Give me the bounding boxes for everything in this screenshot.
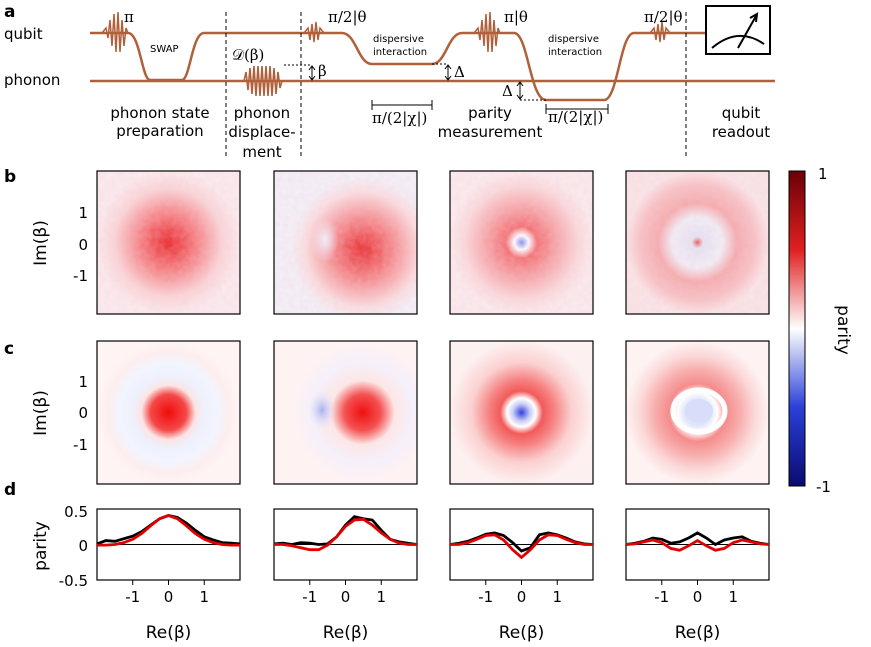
map-c-4 [626, 341, 769, 484]
displacement-op-label: 𝒟(β) [232, 46, 264, 64]
map-c-1 [97, 341, 240, 484]
x-tick-label: 0 [341, 588, 351, 606]
wait-label-1: π/(2|χ|) [372, 109, 427, 127]
x-tick-label: 1 [552, 588, 562, 606]
x-tick-label: -1 [302, 588, 317, 606]
dispersive-1-line2: interaction [373, 47, 427, 58]
experiment-line [625, 531, 770, 547]
panel-letter-b: b [4, 167, 16, 187]
delta-arrow-1 [444, 64, 452, 81]
b-ytick-m1: -1 [73, 267, 88, 285]
b-im-label: Im(β) [31, 220, 51, 266]
stage-2-line1: phonon [234, 104, 290, 122]
delta-mark-1: Δ [454, 63, 465, 81]
stage-2-line3: ment [242, 143, 281, 161]
wait-label-2: π/(2|χ|) [548, 108, 603, 126]
c-ytick-m1: -1 [73, 436, 88, 454]
d-ytick-m05: -0.5 [59, 572, 88, 590]
d-parity-label: parity [31, 521, 51, 571]
x-tick-label: 1 [376, 588, 386, 606]
d-ytick-0: 0 [78, 537, 88, 555]
re-axis-label: Re(β) [146, 623, 192, 643]
map-b-4 [625, 170, 770, 315]
re-axis-label: Re(β) [499, 623, 545, 643]
stage-3-line2: measurement [438, 123, 543, 141]
colorbar-label: parity [833, 305, 853, 355]
swap-label: SWAP [150, 44, 179, 55]
map-c-2 [274, 341, 417, 484]
c-ytick-0: 0 [78, 404, 88, 422]
stage-2-line2: displace- [228, 123, 295, 141]
panel-letter-a: a [4, 2, 15, 22]
map-b-1 [96, 170, 241, 315]
pulse-pi-label: π [124, 8, 134, 26]
x-tick-label: 0 [693, 588, 703, 606]
delta-arrow-2 [516, 81, 524, 100]
colorbar: 1 -1 parity [788, 165, 853, 496]
pulse-pi2-1 [303, 21, 325, 43]
c-im-label: Im(β) [31, 390, 51, 436]
pulse-schematic: qubit phonon π SWAP π/2|θ dispersive int… [4, 5, 775, 161]
b-ytick-1: 1 [78, 204, 88, 222]
d-ytick-05: 0.5 [64, 503, 88, 521]
theory-line [274, 517, 417, 552]
theory-line [450, 533, 593, 560]
delta-mark-2: Δ [502, 82, 513, 100]
panel-d-cuts: 0.5 0 -0.5 parity -1 0 1 Re(β) -1 0 1 Re(β) -1 0 1… [31, 503, 770, 643]
pulse-pi-1 [101, 11, 129, 53]
stage-1-line1: phonon state [110, 104, 209, 122]
theory-line [97, 514, 240, 547]
dispersive-2-line2: interaction [548, 47, 602, 58]
phonon-line-label: phonon [4, 71, 60, 89]
re-axis-label: Re(β) [323, 623, 369, 643]
c-ytick-1: 1 [78, 373, 88, 391]
re-axis-label: Re(β) [675, 623, 721, 643]
x-tick-label: -1 [125, 588, 140, 606]
panel-letter-d: d [4, 480, 16, 500]
pulse-pi2-theta-label-2: π/2|θ [644, 8, 683, 26]
colorbar-max: 1 [818, 165, 828, 183]
x-tick-label: 1 [728, 588, 738, 606]
stage-1-line2: preparation [116, 122, 203, 140]
qubit-line-label: qubit [4, 25, 43, 43]
readout-meter-icon [705, 5, 771, 55]
stage-4-line2: readout [712, 123, 770, 141]
pulse-pi2-2 [649, 21, 671, 43]
dispersive-2-line1: dispersive [548, 34, 599, 45]
wait-bracket-2 [545, 104, 609, 114]
wait-bracket-1 [371, 100, 433, 110]
experiment-line [96, 514, 241, 546]
x-tick-label: 0 [517, 588, 527, 606]
map-c-3 [450, 341, 593, 484]
displacement-pulse [243, 65, 283, 97]
beta-mark: β [318, 62, 327, 80]
stage-4-line1: qubit [722, 104, 761, 122]
x-tick-label: 0 [164, 588, 174, 606]
panel-letter-c: c [4, 339, 14, 359]
theory-line [625, 538, 770, 552]
colorbar-min: -1 [816, 478, 831, 496]
pulse-pi2-theta-label-1: π/2|θ [328, 8, 367, 26]
panel-c-maps: 1 0 -1 Im(β) [31, 340, 770, 485]
beta-arrow [308, 65, 316, 81]
pulse-pi-theta-label: π|θ [504, 8, 528, 26]
panel-b-maps: 1 0 -1 Im(β) [31, 170, 770, 315]
dispersive-1-line1: dispersive [373, 34, 424, 45]
b-ytick-0: 0 [78, 236, 88, 254]
stage-3-line1: parity [468, 104, 512, 122]
pulse-pi-2 [473, 11, 501, 53]
map-b-3 [449, 170, 594, 315]
map-b-2 [273, 170, 418, 315]
x-tick-label: -1 [478, 588, 493, 606]
x-tick-label: 1 [199, 588, 209, 606]
x-tick-label: -1 [654, 588, 669, 606]
